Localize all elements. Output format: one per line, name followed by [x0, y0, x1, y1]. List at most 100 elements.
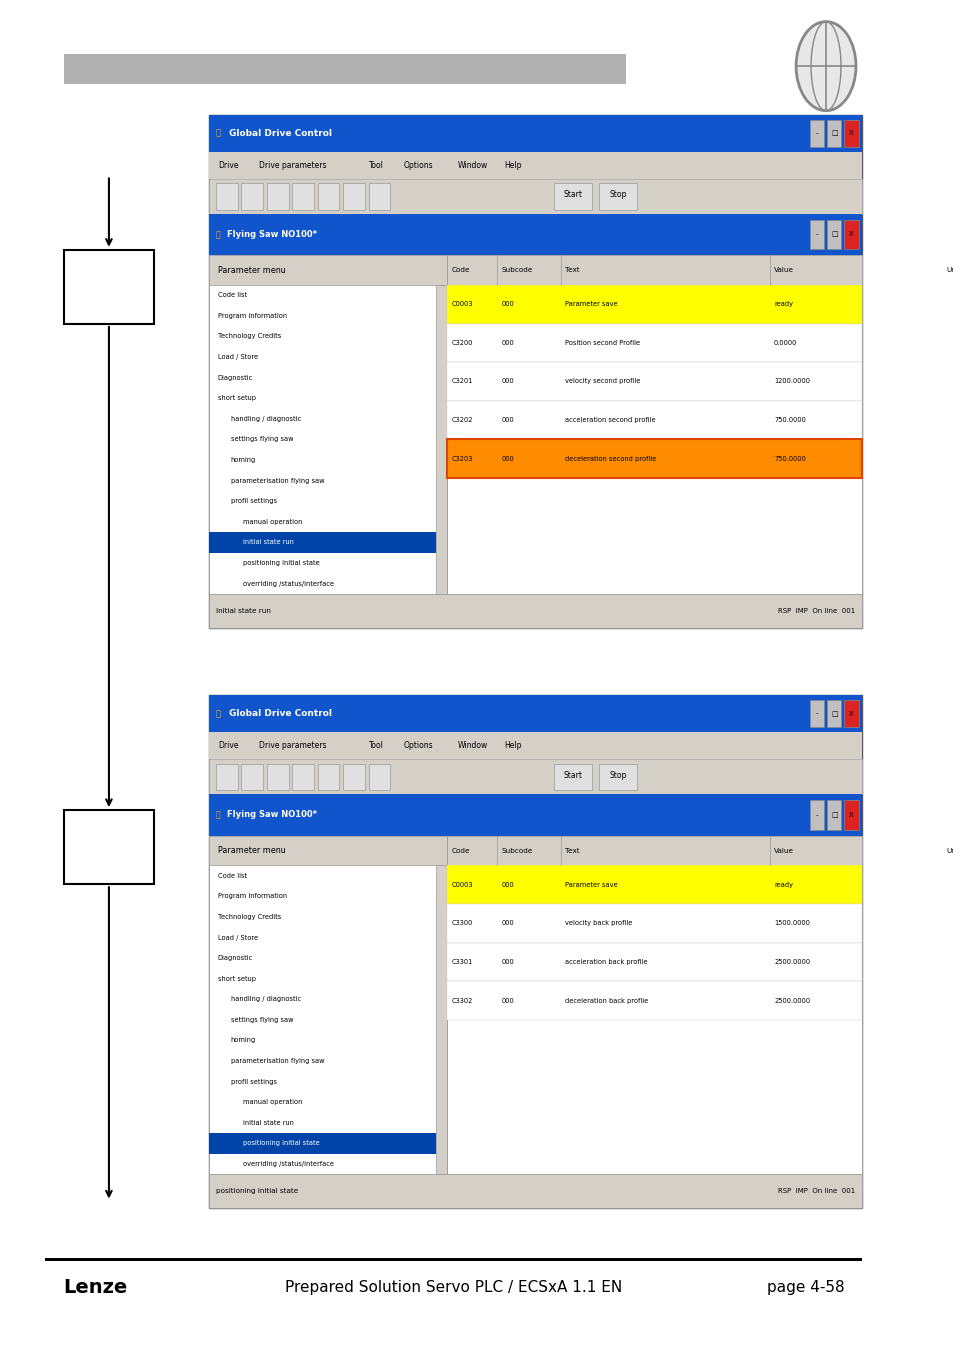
Text: 000: 000 — [501, 417, 514, 423]
Text: velocity second profile: velocity second profile — [565, 378, 640, 385]
FancyBboxPatch shape — [368, 764, 390, 790]
Text: 000: 000 — [501, 340, 514, 346]
Text: ⌖: ⌖ — [215, 128, 221, 138]
FancyBboxPatch shape — [843, 801, 858, 830]
FancyBboxPatch shape — [809, 120, 823, 147]
FancyBboxPatch shape — [447, 836, 862, 1174]
FancyBboxPatch shape — [343, 764, 365, 790]
Text: □: □ — [830, 811, 837, 818]
FancyBboxPatch shape — [447, 285, 862, 324]
Text: X: X — [848, 130, 853, 136]
FancyBboxPatch shape — [209, 732, 862, 759]
Text: 000: 000 — [501, 998, 514, 1003]
FancyBboxPatch shape — [209, 594, 862, 628]
Text: Drive parameters: Drive parameters — [258, 741, 326, 751]
Text: Start: Start — [562, 190, 581, 198]
Text: Tool: Tool — [369, 161, 384, 170]
FancyBboxPatch shape — [317, 184, 339, 209]
Text: Unit: Unit — [945, 267, 953, 273]
FancyBboxPatch shape — [447, 597, 862, 610]
FancyBboxPatch shape — [267, 764, 289, 790]
Text: 750.0000: 750.0000 — [773, 417, 805, 423]
FancyBboxPatch shape — [809, 220, 823, 250]
Text: manual operation: manual operation — [243, 518, 302, 525]
FancyBboxPatch shape — [447, 362, 862, 401]
Text: units/s2: units/s2 — [945, 998, 953, 1003]
Text: 000: 000 — [501, 378, 514, 385]
Text: handling / diagnostic: handling / diagnostic — [231, 416, 300, 421]
FancyBboxPatch shape — [343, 184, 365, 209]
Text: C0003: C0003 — [452, 882, 473, 888]
Text: C3300: C3300 — [452, 921, 473, 926]
Text: C3301: C3301 — [452, 958, 473, 965]
Text: Diagnostic: Diagnostic — [217, 374, 253, 381]
FancyBboxPatch shape — [292, 764, 314, 790]
Text: 1200.0000: 1200.0000 — [773, 378, 809, 385]
FancyBboxPatch shape — [826, 220, 841, 250]
FancyBboxPatch shape — [447, 1177, 862, 1191]
FancyBboxPatch shape — [241, 764, 263, 790]
FancyBboxPatch shape — [447, 255, 862, 285]
Text: deceleration second profile: deceleration second profile — [565, 456, 656, 462]
FancyBboxPatch shape — [447, 255, 862, 594]
FancyBboxPatch shape — [209, 532, 436, 552]
FancyBboxPatch shape — [292, 184, 314, 209]
Text: page 4-58: page 4-58 — [766, 1280, 843, 1296]
Text: C3302: C3302 — [452, 998, 473, 1003]
Text: 750.0000: 750.0000 — [773, 456, 805, 462]
Text: positioning initial state: positioning initial state — [243, 1141, 319, 1146]
Text: Stop: Stop — [609, 190, 626, 198]
FancyBboxPatch shape — [447, 324, 862, 362]
Text: 1500.0000: 1500.0000 — [773, 921, 809, 926]
FancyBboxPatch shape — [447, 439, 862, 478]
Text: homing: homing — [231, 456, 255, 463]
Text: 000: 000 — [501, 921, 514, 926]
Text: units/s: units/s — [945, 378, 953, 385]
Text: parameterisation flying saw: parameterisation flying saw — [231, 478, 324, 483]
Text: Position second Profile: Position second Profile — [565, 340, 639, 346]
Text: C3201: C3201 — [452, 378, 473, 385]
Text: manual operation: manual operation — [243, 1099, 302, 1106]
Text: Program information: Program information — [217, 313, 287, 319]
Text: units/s2: units/s2 — [945, 456, 953, 462]
Text: Code: Code — [452, 267, 470, 273]
FancyBboxPatch shape — [209, 255, 447, 594]
Text: Global Drive Control: Global Drive Control — [229, 128, 332, 138]
Text: 2500.0000: 2500.0000 — [773, 998, 809, 1003]
FancyBboxPatch shape — [447, 981, 862, 1019]
Text: Drive parameters: Drive parameters — [258, 161, 326, 170]
Text: 000: 000 — [501, 882, 514, 888]
Text: Prepared Solution Servo PLC / ECSxA 1.1 EN: Prepared Solution Servo PLC / ECSxA 1.1 … — [285, 1280, 622, 1296]
Text: Drive: Drive — [217, 161, 238, 170]
FancyBboxPatch shape — [209, 836, 447, 1174]
Text: Value: Value — [773, 848, 793, 853]
Text: acceleration back profile: acceleration back profile — [565, 958, 647, 965]
FancyBboxPatch shape — [553, 184, 591, 209]
FancyBboxPatch shape — [209, 1133, 436, 1154]
FancyBboxPatch shape — [209, 255, 447, 285]
FancyBboxPatch shape — [368, 184, 390, 209]
Text: Diagnostic: Diagnostic — [217, 954, 253, 961]
FancyBboxPatch shape — [447, 401, 862, 439]
Text: units/s2: units/s2 — [945, 958, 953, 965]
Text: parameterisation flying saw: parameterisation flying saw — [231, 1058, 324, 1064]
Text: Initial state run: Initial state run — [215, 608, 271, 614]
Text: settings flying saw: settings flying saw — [231, 1017, 293, 1023]
FancyBboxPatch shape — [447, 904, 862, 942]
Text: -: - — [815, 710, 818, 717]
Text: Window: Window — [457, 741, 487, 751]
Text: Start: Start — [562, 771, 581, 779]
Text: -: - — [815, 130, 818, 136]
Text: X: X — [848, 231, 853, 238]
Text: 0.0000: 0.0000 — [773, 340, 797, 346]
Text: 000: 000 — [501, 958, 514, 965]
Text: Help: Help — [504, 161, 521, 170]
Text: velocity back profile: velocity back profile — [565, 921, 632, 926]
Text: units/s: units/s — [945, 921, 953, 926]
FancyBboxPatch shape — [215, 764, 237, 790]
Text: Program information: Program information — [217, 894, 287, 899]
Text: Text: Text — [565, 267, 579, 273]
Text: -: - — [815, 811, 818, 818]
FancyBboxPatch shape — [209, 180, 862, 213]
Text: Parameter menu: Parameter menu — [217, 846, 285, 855]
